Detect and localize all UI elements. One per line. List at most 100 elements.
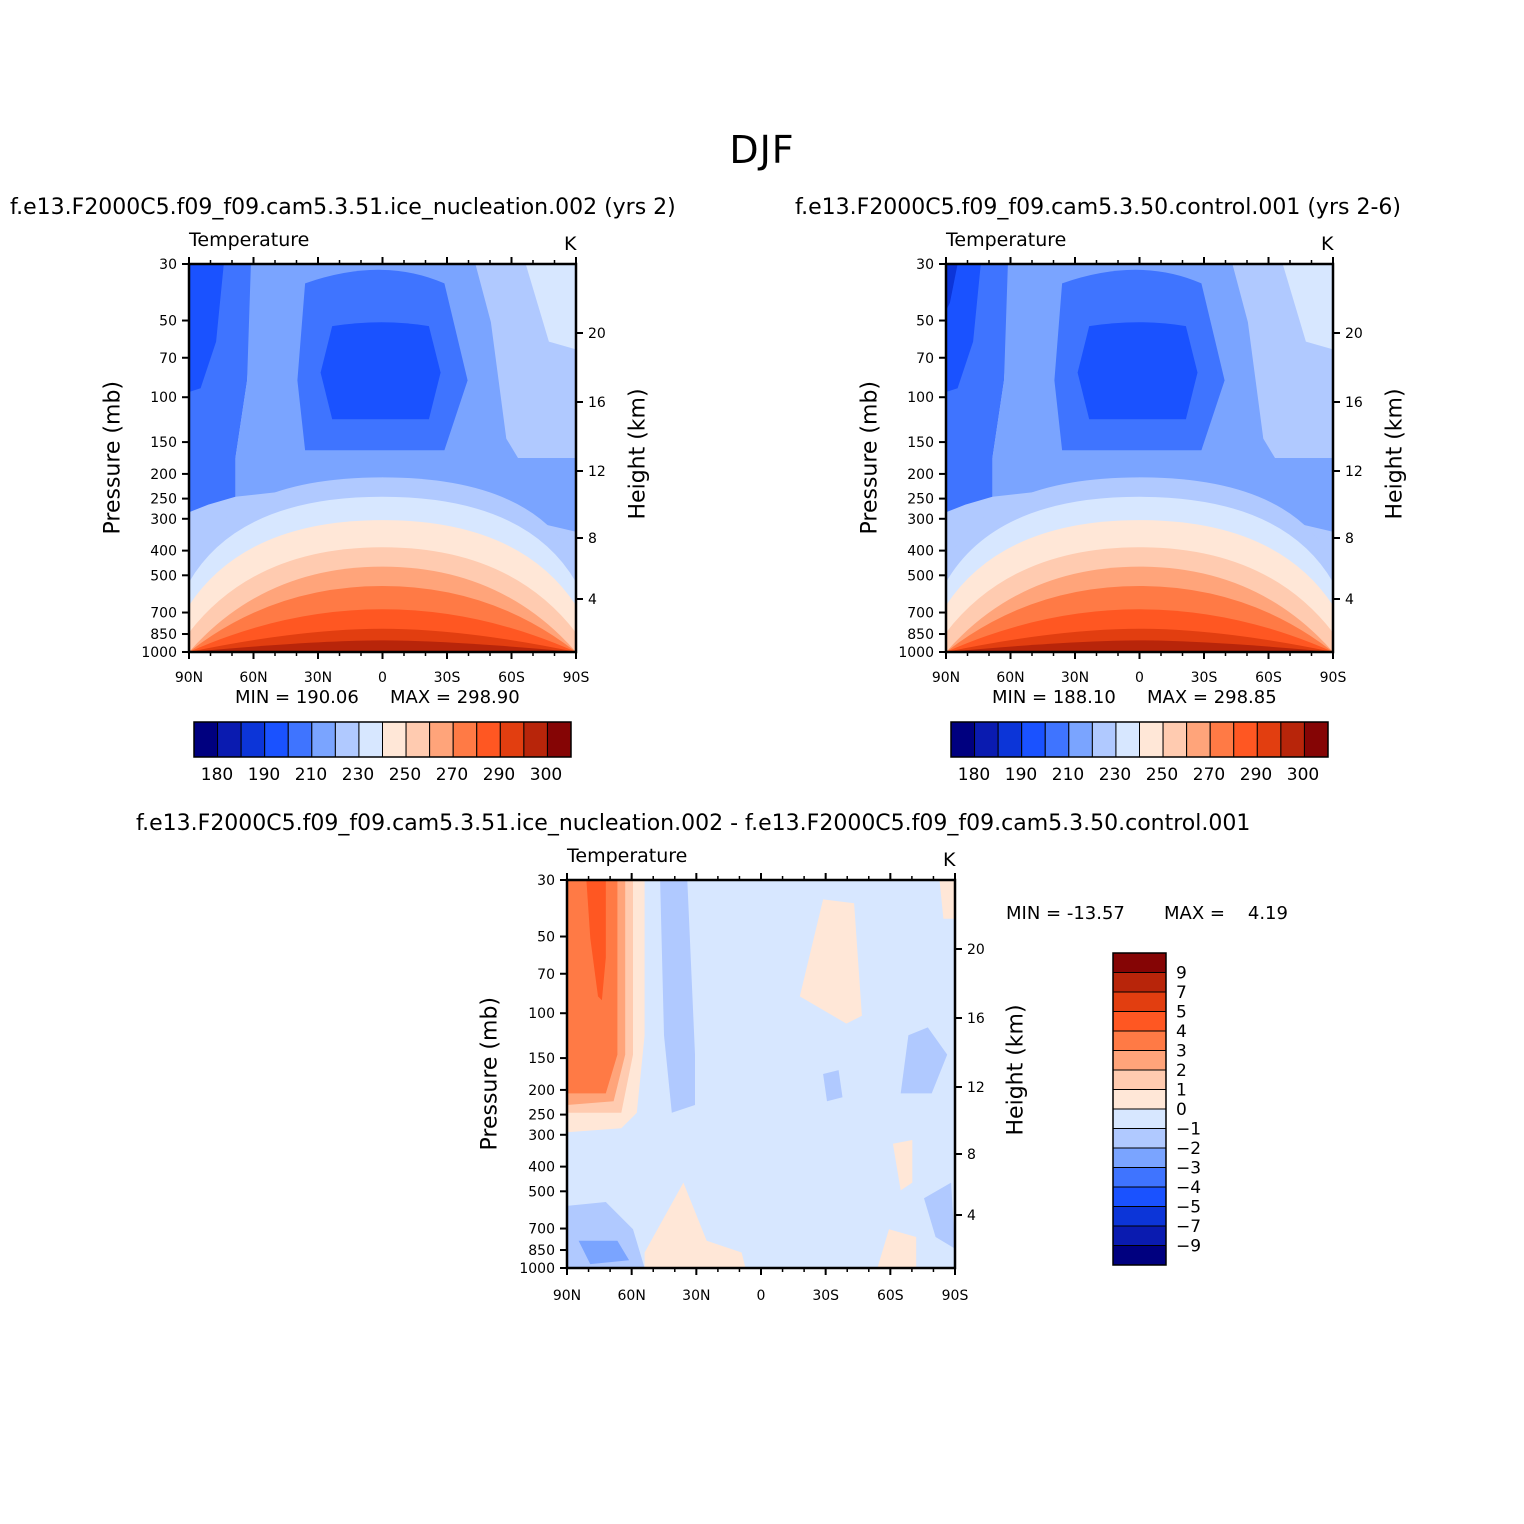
colorbar-box <box>1115 721 1140 758</box>
colorbar-label: 5 <box>1176 1003 1187 1023</box>
panel-1-variable: Temperature <box>189 229 310 251</box>
colorbar-box <box>1112 952 1167 973</box>
colorbar-box <box>1112 1030 1167 1051</box>
page-title: DJF <box>729 128 795 172</box>
y-tick-label: 700 <box>528 1222 555 1238</box>
panel-2-variable: Temperature <box>946 229 1067 251</box>
colorbar-box <box>1112 1128 1167 1149</box>
colorbar-label: −5 <box>1176 1198 1201 1218</box>
temp-band-polar-deep <box>189 264 224 392</box>
colorbar-box <box>1068 721 1093 758</box>
y-tick-label: 1000 <box>141 645 177 661</box>
colorbar-label: 7 <box>1176 983 1187 1003</box>
x-tick-label: 60N <box>239 670 267 686</box>
colorbar-label: −3 <box>1176 1159 1201 1179</box>
x-tick-label: 90N <box>175 670 203 686</box>
x-tick-label: 60S <box>1255 670 1282 686</box>
y-right-tick-label: 12 <box>967 1080 985 1096</box>
colorbar-label: 4 <box>1176 1022 1187 1042</box>
colorbar-box <box>1112 1225 1167 1246</box>
panel-2-title: f.e13.F2000C5.f09_f09.cam5.3.50.control.… <box>795 195 1401 220</box>
temp-band-warm-8 <box>946 640 1333 652</box>
x-tick-label: 60S <box>498 670 525 686</box>
colorbar-frame <box>950 721 1329 758</box>
x-tick-label: 30S <box>1191 670 1218 686</box>
y-right-tick-label: 8 <box>967 1147 976 1163</box>
x-tick-label: 90S <box>563 670 590 686</box>
panel-1-units: K <box>564 233 577 255</box>
colorbar-label: −2 <box>1176 1139 1201 1159</box>
colorbar-box <box>429 721 454 758</box>
y-tick-label: 700 <box>907 606 934 622</box>
colorbar-box <box>1256 721 1282 758</box>
colorbar-label: −9 <box>1176 1237 1201 1257</box>
y-tick-label: 150 <box>907 435 934 451</box>
x-tick-label: 90N <box>553 1288 581 1304</box>
colorbar-label: 300 <box>1287 765 1319 785</box>
colorbar-box <box>1112 972 1167 993</box>
y-tick-label: 150 <box>150 435 177 451</box>
colorbar-box <box>974 721 999 758</box>
colorbar-frame <box>193 721 572 758</box>
diff-band-minus-sh-2 <box>924 1182 955 1249</box>
colorbar-label: 250 <box>1146 765 1178 785</box>
x-tick-label: 90N <box>932 670 960 686</box>
y-tick-label: 150 <box>528 1051 555 1067</box>
y-tick-label: 400 <box>907 544 934 560</box>
x-tick-label: 60N <box>618 1288 646 1304</box>
colorbar-label: 1 <box>1176 1081 1187 1101</box>
temp-band-south-light <box>1282 264 1333 350</box>
y-right-tick-label: 20 <box>1345 326 1363 342</box>
y-right-tick-label: 8 <box>1345 531 1354 547</box>
colorbar-label: 290 <box>483 765 515 785</box>
colorbar-box <box>1112 1167 1167 1188</box>
colorbar-label: 190 <box>1005 765 1037 785</box>
colorbar-box <box>405 721 431 758</box>
panel-2-max: MAX = 298.85 <box>1147 687 1277 708</box>
colorbar-box <box>382 721 407 758</box>
colorbar-box <box>1233 721 1258 758</box>
diff-band-warm-low <box>644 1182 746 1268</box>
x-tick-label: 0 <box>757 1288 766 1304</box>
y-tick-label: 30 <box>537 873 555 889</box>
colorbar-box <box>334 721 360 758</box>
colorbar-label: 270 <box>1193 765 1225 785</box>
panel-3-title: f.e13.F2000C5.f09_f09.cam5.3.51.ice_nucl… <box>136 811 1251 836</box>
y-right-tick-label: 16 <box>967 1011 985 1027</box>
colorbar-box <box>452 721 478 758</box>
diff-band-minus-small <box>823 1070 843 1102</box>
colorbar-box <box>1112 1186 1167 1207</box>
temp-band-polar-deepest <box>946 264 958 311</box>
y-tick-label: 500 <box>907 568 934 584</box>
colorbar-label: −4 <box>1176 1178 1201 1198</box>
colorbar-box <box>358 721 383 758</box>
y-tick-label: 300 <box>528 1128 555 1144</box>
temp-band-cold-core <box>320 322 441 420</box>
x-tick-label: 60N <box>996 670 1024 686</box>
diff-band-plus-4 <box>586 880 606 1001</box>
colorbar-box <box>1112 1050 1167 1071</box>
y-tick-label: 100 <box>150 390 177 406</box>
colorbar-box <box>1112 1206 1167 1227</box>
colorbar-label: 3 <box>1176 1042 1187 1062</box>
y-tick-label: 850 <box>907 627 934 643</box>
colorbar-box <box>1112 1089 1167 1110</box>
y-tick-label: 400 <box>528 1160 555 1176</box>
x-tick-label: 30N <box>682 1288 710 1304</box>
y-tick-label: 1000 <box>519 1261 555 1277</box>
y-right-tick-label: 16 <box>588 395 606 411</box>
x-tick-label: 90S <box>942 1288 969 1304</box>
diff-band-warm-patch-3 <box>939 880 955 919</box>
colorbar-box <box>1112 1147 1167 1168</box>
y-tick-label: 850 <box>150 627 177 643</box>
colorbar-box <box>1303 721 1329 758</box>
panel-2-min: MIN = 188.10 <box>992 687 1116 708</box>
colorbar-box <box>1112 991 1167 1012</box>
panel-3-variable: Temperature <box>567 845 688 867</box>
colorbar-box <box>264 721 289 758</box>
y-right-tick-label: 8 <box>588 531 597 547</box>
colorbar-label: 190 <box>248 765 280 785</box>
colorbar-box <box>1186 721 1211 758</box>
colorbar-label: 210 <box>1052 765 1084 785</box>
